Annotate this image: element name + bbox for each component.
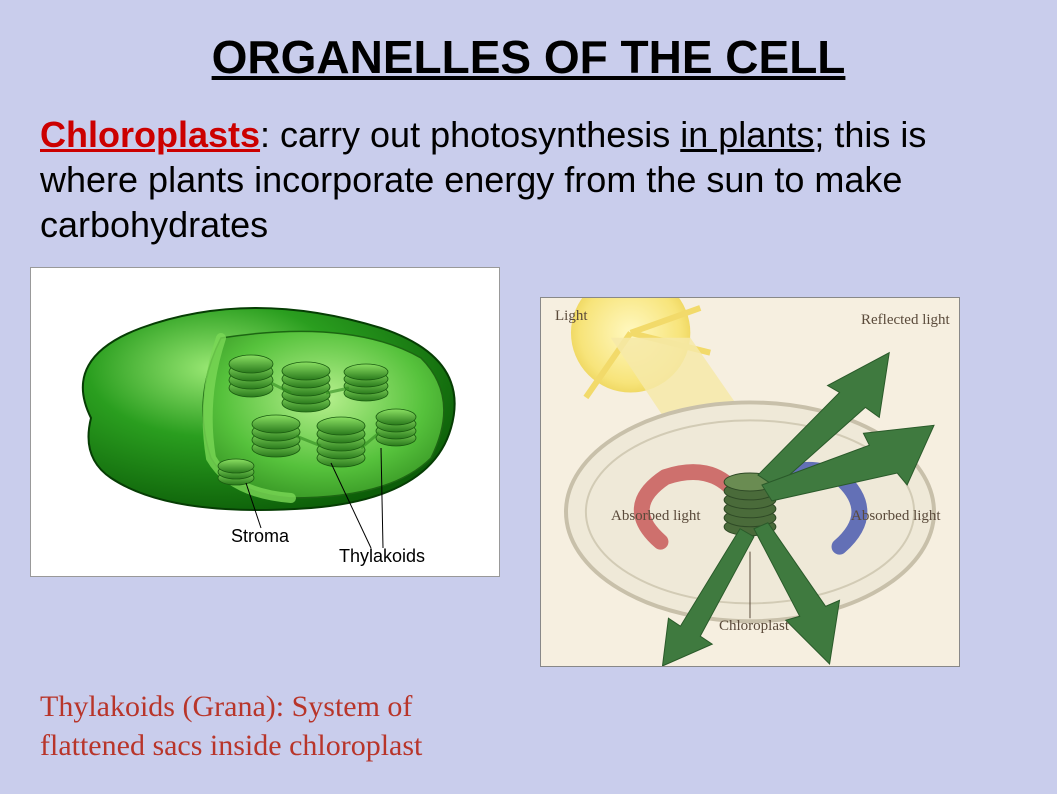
images-row: Stroma Thylakoids [30,267,1017,667]
slide-title: ORGANELLES OF THE CELL [40,30,1017,84]
body-paragraph: Chloroplasts: carry out photosynthesis i… [40,112,1017,247]
label-reflected-light: Reflected light [861,312,950,329]
label-absorbed-light-right: Absorbed light [851,508,941,525]
label-light: Light [555,308,588,325]
label-absorbed-light-left: Absorbed light [611,508,701,525]
body-text-1: : carry out photosynthesis [260,114,680,155]
caption-thylakoids: Thylakoids (Grana): System of flattened … [40,687,480,765]
label-chloroplast: Chloroplast [719,618,789,635]
in-plants-text: in plants [680,114,814,155]
term-chloroplasts: Chloroplasts [40,114,260,155]
label-stroma: Stroma [231,526,289,547]
figure-chloroplast-cutaway: Stroma Thylakoids [30,267,500,577]
figure-light-absorption: Light Reflected light Absorbed light Abs… [540,297,960,667]
label-thylakoids: Thylakoids [339,546,425,567]
chloroplast-svg [51,298,471,518]
light-absorption-svg [541,298,959,666]
